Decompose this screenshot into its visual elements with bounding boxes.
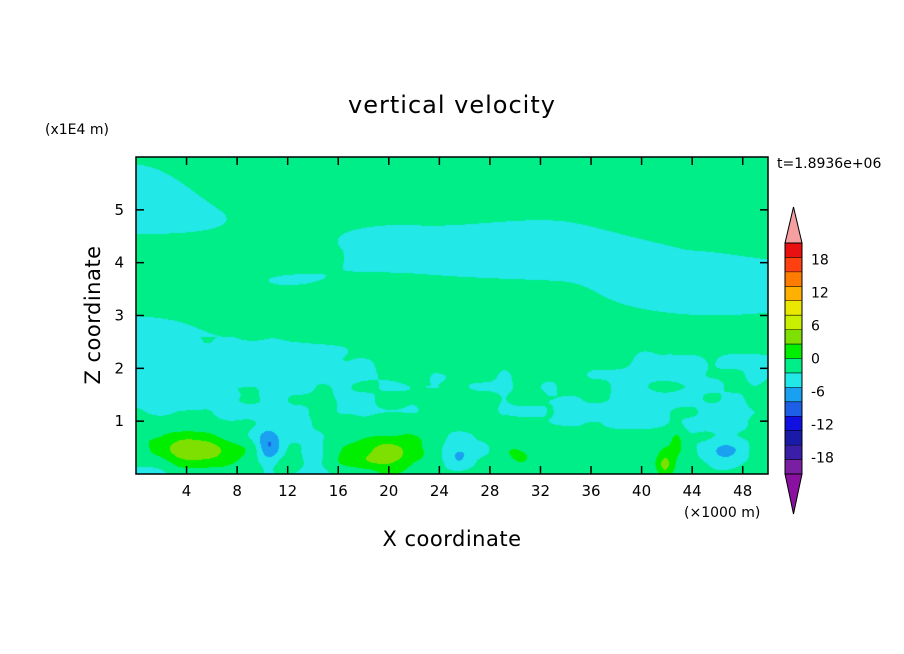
- x-tick-label: 44: [683, 482, 702, 500]
- colorbar-tick-label: -6: [811, 385, 825, 401]
- y-tick-label: 3: [114, 307, 124, 325]
- colorbar-segment: [785, 445, 802, 460]
- colorbar-tick-label: -18: [811, 451, 834, 467]
- colorbar-segment: [785, 344, 802, 359]
- colorbar-segment: [785, 430, 802, 446]
- y-tick-label: 4: [114, 254, 124, 272]
- colorbar-segment: [785, 416, 802, 431]
- x-tick-label: 40: [632, 482, 651, 500]
- colorbar-tick-label: 18: [811, 253, 829, 269]
- colorbar-tick-label: 0: [811, 352, 820, 368]
- chart-title: vertical velocity: [348, 91, 556, 119]
- y-tick-label: 1: [114, 412, 124, 430]
- x-tick-label: 48: [733, 482, 752, 500]
- colorbar-segment: [785, 271, 802, 287]
- x-tick-label: 12: [278, 482, 297, 500]
- colorbar-segment: [785, 459, 802, 474]
- colorbar-tick-label: 6: [811, 319, 820, 335]
- x-axis-label: X coordinate: [382, 527, 521, 551]
- x-tick-label: 28: [480, 482, 499, 500]
- colorbar-under-arrow: [784, 473, 803, 515]
- time-label: t=1.8936e+06: [777, 156, 881, 172]
- colorbar-segment: [785, 243, 802, 258]
- colorbar-segment: [785, 401, 802, 417]
- colorbar-tick-label: -12: [811, 418, 834, 434]
- x-tick-label: 16: [329, 482, 348, 500]
- y-axis-label: Z coordinate: [81, 245, 105, 384]
- heatmap-field: [136, 157, 768, 474]
- colorbar-tick-label: 12: [811, 286, 829, 302]
- colorbar-segment: [785, 358, 802, 373]
- colorbar-segment: [785, 387, 802, 402]
- y-tick-label: 2: [114, 359, 124, 377]
- x-tick-label: 4: [182, 482, 192, 500]
- colorbar-segment: [785, 286, 802, 301]
- colorbar-segment: [785, 315, 802, 330]
- y-tick-label: 5: [114, 201, 124, 219]
- x-tick-label: 24: [430, 482, 449, 500]
- y-axis-unit: (x1E4 m): [45, 122, 109, 138]
- x-tick-label: 8: [232, 482, 242, 500]
- colorbar-over-arrow: [784, 206, 803, 244]
- colorbar-segment: [785, 329, 802, 345]
- x-axis-unit: (×1000 m): [684, 505, 760, 521]
- colorbar: 18 12 6 0 -6 -12 -18: [784, 206, 834, 515]
- x-tick-label: 32: [531, 482, 550, 500]
- x-tick-label: 20: [379, 482, 398, 500]
- colorbar-segment: [785, 372, 802, 388]
- colorbar-segment: [785, 257, 802, 272]
- colorbar-segment: [785, 300, 802, 316]
- x-tick-label: 36: [581, 482, 600, 500]
